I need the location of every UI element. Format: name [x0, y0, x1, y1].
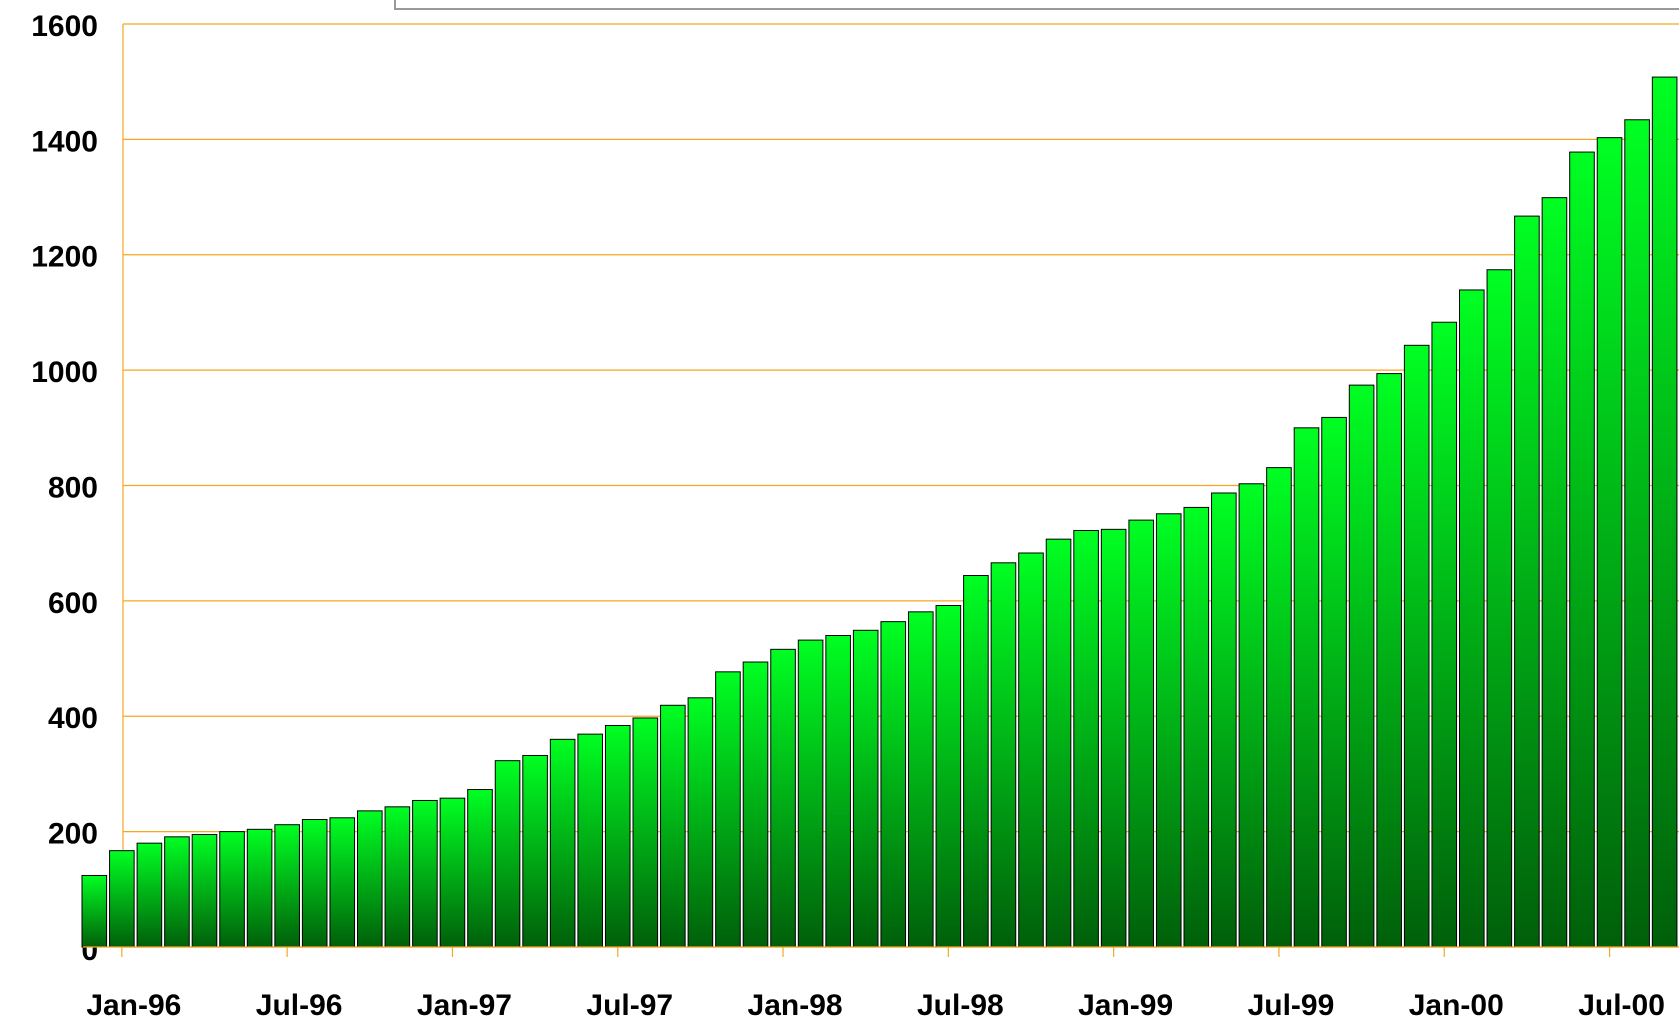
bar	[191, 834, 218, 948]
bar	[1459, 289, 1485, 948]
bar	[687, 697, 714, 948]
bar	[963, 574, 989, 948]
bar	[1541, 197, 1568, 948]
bar	[329, 817, 356, 948]
bar	[439, 797, 466, 948]
x-tick-label: Jan-98	[748, 989, 843, 1022]
x-tick-label: Jul-99	[1248, 989, 1335, 1022]
x-tick-label: Jan-99	[1078, 989, 1173, 1022]
x-tick-label: Jul-98	[917, 989, 1004, 1022]
bar	[384, 806, 411, 948]
bar	[715, 671, 741, 948]
bar	[136, 842, 163, 948]
bar	[770, 648, 796, 948]
bar	[522, 754, 548, 948]
bar	[549, 738, 576, 948]
bar	[1073, 529, 1099, 948]
bar	[1100, 528, 1127, 948]
title-box	[394, 0, 1679, 10]
bar	[825, 634, 851, 948]
bar	[1183, 506, 1210, 948]
bar	[1514, 215, 1540, 948]
bar	[1624, 119, 1650, 948]
bar	[164, 836, 190, 948]
x-tick-label: Jan-00	[1409, 989, 1504, 1022]
bar	[1651, 76, 1678, 948]
bar	[109, 850, 135, 948]
bar	[1293, 427, 1320, 948]
bar	[1376, 373, 1402, 948]
bar	[1403, 344, 1430, 948]
bar	[1321, 416, 1347, 948]
y-tick-label: 200	[48, 818, 98, 851]
x-tick-label: Jul-97	[586, 989, 673, 1022]
x-tick-label: Jan-96	[86, 989, 181, 1022]
y-tick-label: 1400	[31, 125, 98, 158]
bar	[1486, 269, 1513, 948]
bar	[1211, 492, 1237, 948]
x-tick-label: Jul-00	[1578, 989, 1665, 1022]
bar	[1596, 137, 1623, 948]
y-tick-label: 1200	[31, 241, 98, 274]
bar	[852, 629, 879, 948]
bar	[632, 717, 659, 948]
bar	[1569, 151, 1595, 948]
bar	[412, 799, 438, 948]
bar	[577, 733, 604, 948]
bar	[660, 704, 686, 948]
y-tick-label: 400	[48, 702, 98, 735]
bar	[219, 831, 245, 948]
bar	[1045, 538, 1072, 948]
bar	[1155, 513, 1182, 948]
bar	[467, 789, 493, 948]
y-tick-label: 600	[48, 587, 98, 620]
bar	[1238, 483, 1265, 948]
bar	[357, 810, 383, 948]
bar	[301, 819, 328, 948]
bar	[494, 760, 521, 948]
bar	[1266, 467, 1292, 948]
bar	[1018, 552, 1044, 948]
bar	[797, 639, 824, 948]
bar	[1128, 519, 1155, 948]
x-tick-label: Jan-97	[417, 989, 512, 1022]
y-tick-label: 1000	[31, 356, 98, 389]
bar	[1348, 384, 1375, 948]
bar	[81, 874, 108, 948]
y-tick-label: 1600	[31, 10, 98, 43]
bar	[274, 824, 300, 948]
bar	[246, 828, 273, 948]
y-tick-label: 800	[48, 471, 98, 504]
bar	[880, 621, 907, 948]
bar	[908, 611, 934, 948]
bar	[1431, 321, 1458, 948]
bar	[742, 661, 769, 948]
bar	[990, 562, 1017, 948]
x-tick-label: Jul-96	[256, 989, 343, 1022]
bar	[935, 604, 962, 948]
bar	[604, 724, 631, 948]
